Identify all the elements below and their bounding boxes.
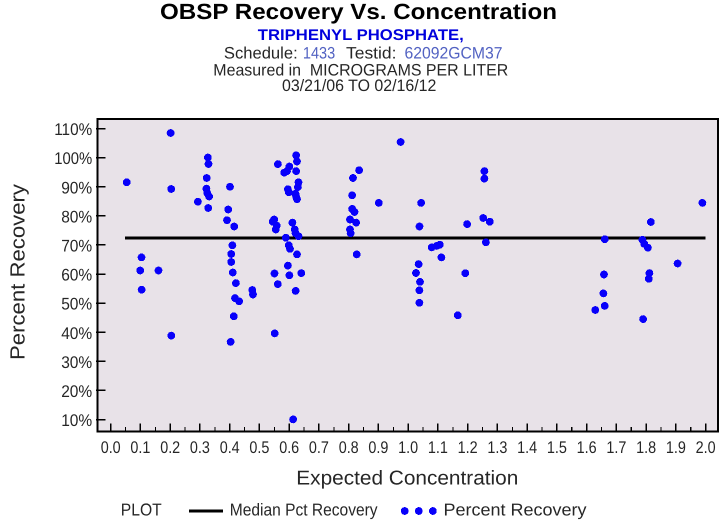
svg-text:80%: 80% — [61, 207, 92, 226]
svg-text:110%: 110% — [54, 120, 92, 139]
svg-text:1.1: 1.1 — [428, 438, 448, 457]
svg-text:0.7: 0.7 — [309, 438, 329, 457]
svg-text:1.7: 1.7 — [606, 438, 626, 457]
svg-text:Schedule:: Schedule: — [224, 44, 298, 63]
svg-text:OBSP Recovery Vs. Concentratio: OBSP Recovery Vs. Concentration — [160, 0, 557, 24]
svg-text:10%: 10% — [61, 411, 92, 430]
svg-text:PLOT: PLOT — [121, 500, 162, 520]
svg-text:0.2: 0.2 — [160, 438, 180, 457]
svg-text:Testid:: Testid: — [346, 44, 397, 63]
svg-text:0.6: 0.6 — [279, 438, 299, 457]
svg-text:0.8: 0.8 — [339, 438, 359, 457]
svg-text:Median Pct Recovery: Median Pct Recovery — [230, 500, 378, 520]
svg-text:0.5: 0.5 — [249, 438, 269, 457]
svg-text:TRIPHENYL PHOSPHATE,: TRIPHENYL PHOSPHATE, — [258, 27, 464, 44]
svg-text:03/21/06 TO 02/16/12: 03/21/06 TO 02/16/12 — [282, 76, 436, 95]
svg-text:60%: 60% — [61, 266, 92, 285]
svg-text:0.0: 0.0 — [101, 438, 121, 457]
svg-text:1.4: 1.4 — [517, 438, 537, 457]
svg-text:1.0: 1.0 — [398, 438, 418, 457]
svg-text:30%: 30% — [61, 353, 92, 372]
svg-text:90%: 90% — [61, 178, 92, 197]
svg-text:1.8: 1.8 — [636, 438, 656, 457]
svg-text:1.2: 1.2 — [458, 438, 478, 457]
svg-text:1.9: 1.9 — [666, 438, 686, 457]
svg-text:0.1: 0.1 — [130, 438, 150, 457]
svg-text:Measured in MICROGRAMS PER LI: Measured in MICROGRAMS PER LITER — [213, 61, 508, 80]
svg-text:0.4: 0.4 — [220, 438, 240, 457]
svg-text:Expected Concentration: Expected Concentration — [296, 467, 518, 489]
svg-text:50%: 50% — [61, 295, 92, 314]
svg-text:1.5: 1.5 — [547, 438, 567, 457]
svg-text:70%: 70% — [61, 237, 92, 256]
svg-text:1.6: 1.6 — [577, 438, 597, 457]
svg-text:100%: 100% — [54, 149, 92, 168]
svg-text:62092GCM37: 62092GCM37 — [405, 44, 503, 63]
svg-text:2.0: 2.0 — [696, 438, 716, 457]
svg-text:Percent Recovery: Percent Recovery — [7, 183, 30, 360]
svg-text:20%: 20% — [61, 382, 92, 401]
svg-text:1.3: 1.3 — [487, 438, 507, 457]
svg-text:1433: 1433 — [303, 44, 335, 63]
svg-text:Percent Recovery: Percent Recovery — [444, 500, 587, 520]
svg-text:40%: 40% — [61, 324, 92, 343]
svg-text:0.3: 0.3 — [190, 438, 210, 457]
svg-text:0.9: 0.9 — [368, 438, 388, 457]
